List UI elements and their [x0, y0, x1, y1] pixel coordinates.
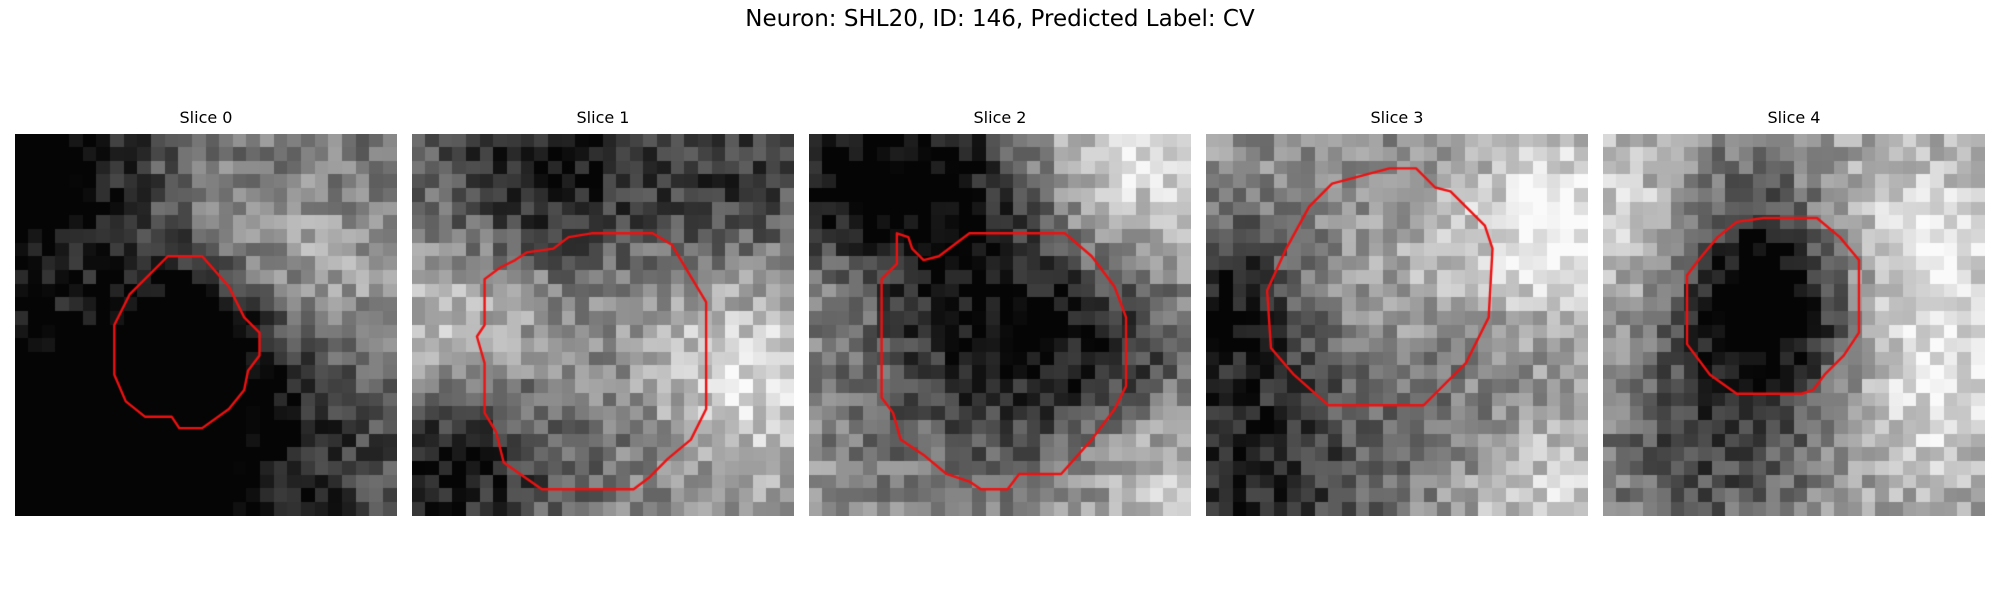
slice-image: [412, 134, 794, 516]
panel-title: Slice 1: [576, 108, 630, 127]
slice-image: [809, 134, 1191, 516]
panel-title: Slice 4: [1767, 108, 1821, 127]
slice-image: [1206, 134, 1588, 516]
slice-image: [15, 134, 397, 516]
figure-title: Neuron: SHL20, ID: 146, Predicted Label:…: [745, 6, 1255, 32]
panel-title: Slice 3: [1370, 108, 1424, 127]
panel-title: Slice 2: [973, 108, 1027, 127]
panel-title: Slice 0: [179, 108, 233, 127]
slice-image: [1603, 134, 1985, 516]
